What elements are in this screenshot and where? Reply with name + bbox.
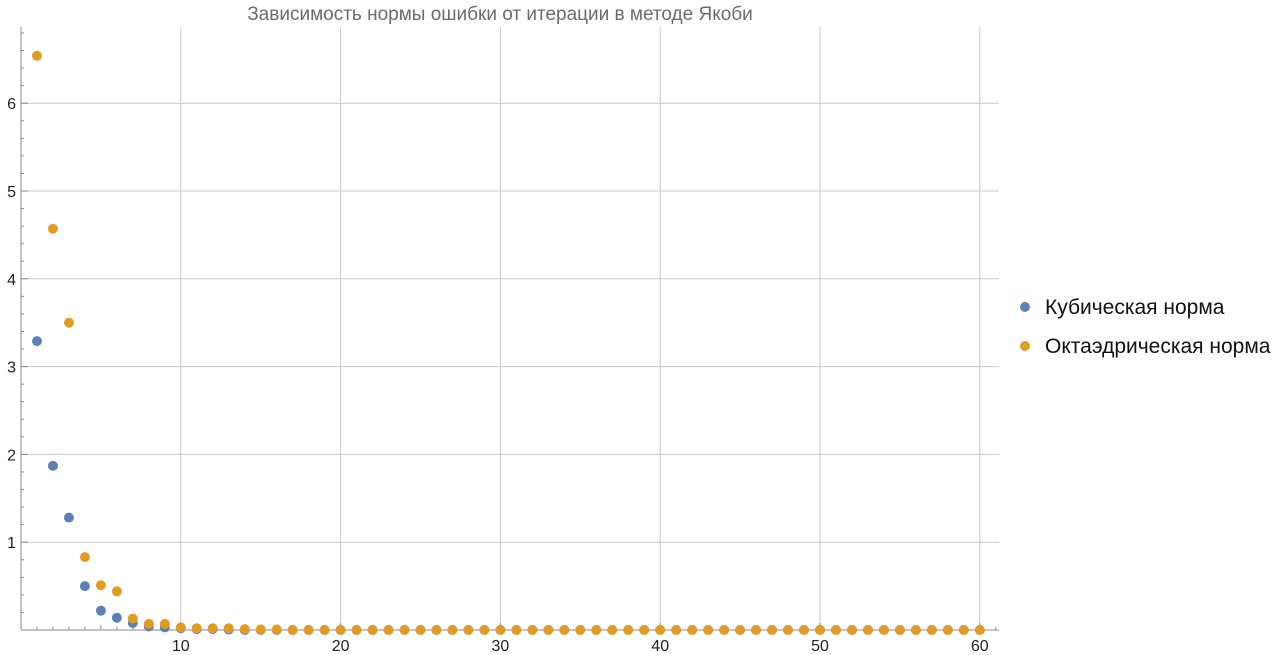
data-point <box>79 552 90 563</box>
legend-marker <box>1020 341 1030 351</box>
data-point <box>751 625 762 635</box>
data-point <box>367 625 378 635</box>
data-point <box>846 625 857 635</box>
data-point <box>303 625 314 635</box>
data-point <box>31 336 42 347</box>
data-point <box>591 625 602 635</box>
y-tick-label: 3 <box>7 360 16 377</box>
data-point <box>111 586 122 597</box>
data-point <box>830 625 841 635</box>
data-point <box>655 625 666 635</box>
data-point <box>207 623 218 634</box>
data-point <box>47 223 58 234</box>
grid <box>21 27 999 630</box>
data-point <box>287 625 298 635</box>
data-point <box>383 625 394 635</box>
x-tick-label: 40 <box>651 638 669 655</box>
data-point <box>95 605 106 616</box>
chart-title: Зависимость нормы ошибки от итерации в м… <box>247 4 753 25</box>
legend-label: Октаэдрическая норма <box>1045 335 1271 358</box>
y-tick-label: 4 <box>7 272 16 289</box>
data-point <box>958 625 969 635</box>
legend-marker <box>1020 302 1030 312</box>
data-point <box>767 625 778 635</box>
data-point <box>271 624 282 635</box>
data-point <box>511 625 522 635</box>
data-point <box>719 625 730 635</box>
data-point <box>447 625 458 635</box>
y-tick-label: 2 <box>7 447 16 464</box>
data-point <box>399 625 410 635</box>
data-point <box>783 625 794 635</box>
data-point <box>463 625 474 635</box>
data-point <box>351 625 362 635</box>
x-tick-label: 60 <box>971 638 989 655</box>
data-point <box>926 625 937 635</box>
data-point <box>159 618 170 629</box>
data-point <box>607 625 618 635</box>
x-tick-label: 10 <box>172 638 190 655</box>
data-point <box>799 625 810 635</box>
data-point <box>942 625 953 635</box>
data-point <box>735 625 746 635</box>
data-point <box>335 625 346 635</box>
x-tick-label: 50 <box>811 638 829 655</box>
data-point <box>63 317 74 328</box>
data-point <box>543 625 554 635</box>
legend-label: Кубическая норма <box>1045 296 1225 319</box>
data-point <box>623 625 634 635</box>
data-point <box>479 625 490 635</box>
data-points <box>31 50 985 635</box>
legend-item: Октаэдрическая норма <box>1020 335 1271 358</box>
data-point <box>894 625 905 635</box>
legend: Кубическая норма Октаэдрическая норма <box>1020 296 1271 358</box>
y-tick-label: 1 <box>7 535 16 552</box>
data-point <box>527 625 538 635</box>
data-point <box>974 625 985 635</box>
y-tick-label: 6 <box>7 96 16 113</box>
data-point <box>639 625 650 635</box>
data-point <box>415 625 426 635</box>
data-point <box>255 624 266 635</box>
data-point <box>223 623 234 634</box>
y-tick-label: 5 <box>7 184 16 201</box>
x-tick-label: 20 <box>332 638 350 655</box>
series-cubic-norm <box>31 336 985 635</box>
data-point <box>910 625 921 635</box>
data-point <box>862 625 873 635</box>
data-point <box>671 625 682 635</box>
data-point <box>431 625 442 635</box>
axes <box>20 27 999 631</box>
data-point <box>687 625 698 635</box>
tick-labels: 10 20 30 40 50 60 1 2 3 4 5 6 <box>7 96 989 655</box>
data-point <box>815 625 825 635</box>
data-point <box>47 460 58 471</box>
x-tick-label: 30 <box>492 638 510 655</box>
data-point <box>79 581 90 592</box>
data-point <box>191 623 202 634</box>
series-octahedral-norm <box>31 50 985 635</box>
data-point <box>95 580 106 591</box>
data-point <box>319 625 330 635</box>
data-point <box>31 50 42 61</box>
data-point <box>495 625 506 635</box>
data-point <box>111 612 122 623</box>
data-point <box>127 613 138 624</box>
data-point <box>703 625 714 635</box>
data-point <box>239 624 250 635</box>
data-point <box>63 512 74 523</box>
legend-item: Кубическая норма <box>1020 296 1225 319</box>
data-point <box>575 625 586 635</box>
data-point <box>143 618 154 629</box>
data-point <box>878 625 889 635</box>
data-point <box>559 625 570 635</box>
data-point <box>175 622 186 633</box>
